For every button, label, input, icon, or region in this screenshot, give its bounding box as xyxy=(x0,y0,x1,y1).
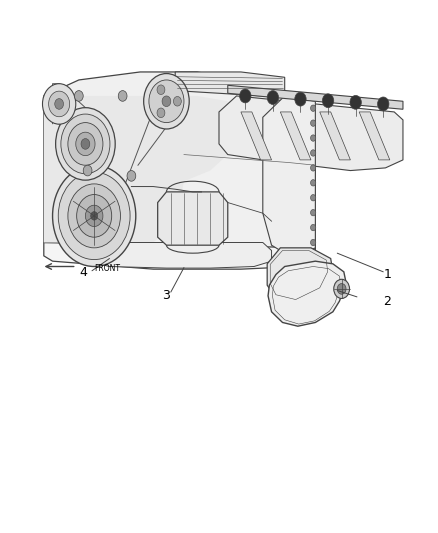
Polygon shape xyxy=(88,243,272,268)
Circle shape xyxy=(83,165,92,176)
Circle shape xyxy=(157,85,165,94)
Circle shape xyxy=(240,89,251,103)
Circle shape xyxy=(311,165,316,171)
Circle shape xyxy=(311,150,316,156)
Circle shape xyxy=(76,132,95,156)
Circle shape xyxy=(81,139,90,149)
Circle shape xyxy=(127,171,136,181)
Circle shape xyxy=(42,84,76,124)
Polygon shape xyxy=(44,96,228,243)
Circle shape xyxy=(118,91,127,101)
Circle shape xyxy=(311,224,316,231)
Circle shape xyxy=(149,80,184,123)
Text: FRONT: FRONT xyxy=(94,264,120,272)
Circle shape xyxy=(173,96,181,106)
Polygon shape xyxy=(175,72,285,96)
Circle shape xyxy=(295,92,306,106)
Circle shape xyxy=(77,195,112,237)
Polygon shape xyxy=(267,248,333,304)
Polygon shape xyxy=(241,112,272,160)
Circle shape xyxy=(56,108,115,180)
Circle shape xyxy=(68,123,103,165)
Circle shape xyxy=(74,91,83,101)
Text: 3: 3 xyxy=(162,289,170,302)
Circle shape xyxy=(61,114,110,174)
Polygon shape xyxy=(44,243,315,269)
Circle shape xyxy=(91,212,98,220)
Polygon shape xyxy=(359,112,390,160)
Polygon shape xyxy=(158,192,228,245)
Circle shape xyxy=(311,195,316,201)
Circle shape xyxy=(322,94,334,108)
Circle shape xyxy=(55,99,64,109)
Circle shape xyxy=(144,74,189,129)
Circle shape xyxy=(68,184,120,248)
Circle shape xyxy=(311,239,316,246)
Circle shape xyxy=(157,108,165,118)
Circle shape xyxy=(378,97,389,111)
Text: 4: 4 xyxy=(79,266,87,279)
Circle shape xyxy=(85,205,103,227)
Text: 1: 1 xyxy=(383,268,391,281)
Polygon shape xyxy=(268,261,346,326)
Polygon shape xyxy=(219,96,403,171)
Circle shape xyxy=(53,165,136,266)
Circle shape xyxy=(337,284,346,294)
Circle shape xyxy=(311,120,316,126)
Circle shape xyxy=(311,209,316,216)
Polygon shape xyxy=(263,96,315,256)
Polygon shape xyxy=(44,72,315,248)
Polygon shape xyxy=(320,112,350,160)
Circle shape xyxy=(49,91,70,117)
Circle shape xyxy=(311,135,316,141)
Circle shape xyxy=(311,180,316,186)
Polygon shape xyxy=(228,85,403,109)
Text: 2: 2 xyxy=(383,295,391,308)
Circle shape xyxy=(162,96,171,107)
Circle shape xyxy=(311,105,316,111)
Circle shape xyxy=(334,279,350,298)
Circle shape xyxy=(350,95,361,109)
Circle shape xyxy=(58,172,130,260)
Polygon shape xyxy=(280,112,311,160)
Circle shape xyxy=(267,91,279,104)
